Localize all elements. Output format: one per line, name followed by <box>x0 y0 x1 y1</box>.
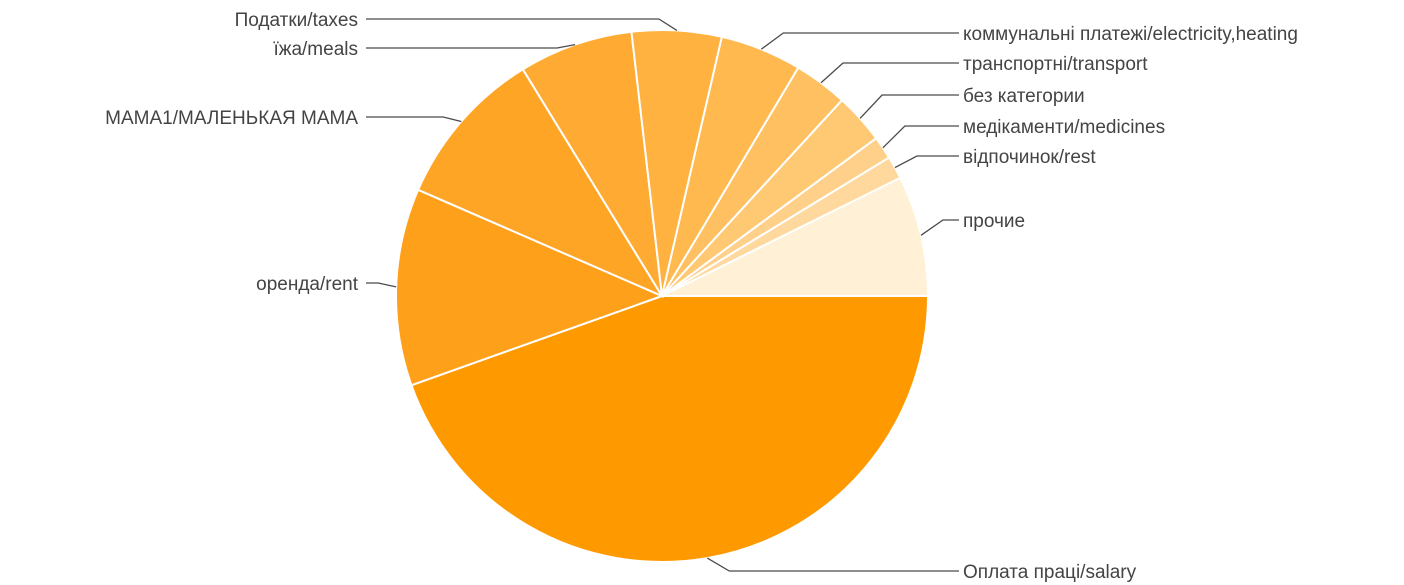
slice-label-10: відпочинок/rest <box>963 147 1096 168</box>
leader-line-8 <box>859 94 959 119</box>
pie-slice-3 <box>416 67 665 299</box>
slice-label-8: без категории <box>963 86 1085 107</box>
slice-label-5: Податки/taxes <box>235 10 358 31</box>
slice-label-2: оренда/rent <box>256 274 359 295</box>
slice-label-11: прочие <box>963 211 1025 232</box>
leader-line-7 <box>820 62 959 84</box>
pie-slice-4 <box>521 30 663 297</box>
slice-label-6: коммунальні платежі/electricity,heating <box>963 24 1298 45</box>
leader-line-9 <box>882 125 959 149</box>
slice-label-4: їжа/meals <box>272 39 358 60</box>
slice-label-9: медікаменти/medicines <box>963 117 1165 138</box>
slice-label-7: транспортні/transport <box>963 54 1148 75</box>
slice-label-1: Оплата праці/salary <box>963 562 1137 583</box>
leader-line-5 <box>366 18 678 31</box>
leader-line-1 <box>706 557 959 572</box>
pie-slice-2 <box>395 188 665 387</box>
leader-line-6 <box>760 32 959 50</box>
leader-line-3 <box>366 116 462 123</box>
pie-slices <box>395 29 930 563</box>
leader-line-10 <box>894 155 959 169</box>
pie-labels: Оплата праці/salary оренда/rent МАМА1/МАЛЕ… <box>105 10 1298 583</box>
leader-line-11 <box>920 219 959 236</box>
pie-slice-11 <box>661 176 930 297</box>
leader-line-4 <box>366 43 576 49</box>
pie-slice-1 <box>410 295 930 563</box>
slice-label-3: МАМА1/МАЛЕНЬКАЯ МАМА <box>105 108 358 129</box>
leader-line-2 <box>366 282 397 288</box>
